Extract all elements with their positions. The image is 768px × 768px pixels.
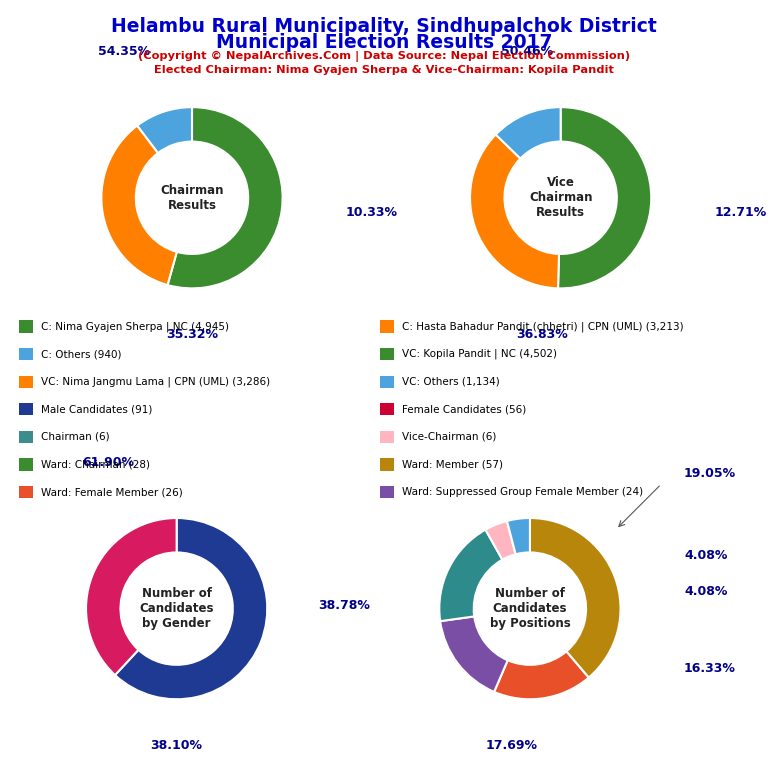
- Wedge shape: [101, 125, 177, 285]
- Text: 61.90%: 61.90%: [83, 456, 134, 469]
- Text: Ward: Female Member (26): Ward: Female Member (26): [41, 487, 183, 498]
- Text: 4.08%: 4.08%: [684, 549, 727, 562]
- Text: 17.69%: 17.69%: [486, 739, 538, 752]
- Text: Number of
Candidates
by Positions: Number of Candidates by Positions: [489, 588, 571, 630]
- Wedge shape: [495, 107, 561, 158]
- Text: 16.33%: 16.33%: [684, 662, 736, 675]
- Text: Vice-Chairman (6): Vice-Chairman (6): [402, 432, 496, 442]
- Text: Helambu Rural Municipality, Sindhupalchok District: Helambu Rural Municipality, Sindhupalcho…: [111, 17, 657, 36]
- Text: Number of
Candidates
by Gender: Number of Candidates by Gender: [139, 588, 214, 630]
- Wedge shape: [137, 107, 192, 153]
- Wedge shape: [439, 530, 502, 621]
- Wedge shape: [558, 107, 651, 288]
- Wedge shape: [440, 617, 508, 692]
- Text: Ward: Chairman (28): Ward: Chairman (28): [41, 459, 150, 470]
- Wedge shape: [507, 518, 530, 554]
- Wedge shape: [530, 518, 621, 677]
- Text: VC: Others (1,134): VC: Others (1,134): [402, 376, 499, 387]
- Wedge shape: [167, 107, 283, 288]
- Text: 10.33%: 10.33%: [346, 206, 398, 219]
- Text: 12.71%: 12.71%: [715, 206, 767, 219]
- Text: 36.83%: 36.83%: [517, 328, 568, 341]
- Wedge shape: [470, 134, 559, 288]
- Text: Ward: Member (57): Ward: Member (57): [402, 459, 503, 470]
- Text: Chairman
Results: Chairman Results: [161, 184, 223, 212]
- Wedge shape: [494, 651, 588, 699]
- Text: Vice
Chairman
Results: Vice Chairman Results: [529, 177, 592, 219]
- Wedge shape: [115, 518, 267, 699]
- Text: Chairman (6): Chairman (6): [41, 432, 109, 442]
- Text: 38.10%: 38.10%: [151, 739, 203, 752]
- Text: C: Nima Gyajen Sherpa | NC (4,945): C: Nima Gyajen Sherpa | NC (4,945): [41, 321, 229, 332]
- Text: C: Hasta Bahadur Pandit (chhetri) | CPN (UML) (3,213): C: Hasta Bahadur Pandit (chhetri) | CPN …: [402, 321, 684, 332]
- Text: 54.35%: 54.35%: [98, 45, 150, 58]
- Wedge shape: [485, 521, 515, 560]
- Text: 4.08%: 4.08%: [684, 585, 727, 598]
- Text: C: Others (940): C: Others (940): [41, 349, 121, 359]
- Text: 38.78%: 38.78%: [318, 598, 370, 611]
- Text: Elected Chairman: Nima Gyajen Sherpa & Vice-Chairman: Kopila Pandit: Elected Chairman: Nima Gyajen Sherpa & V…: [154, 65, 614, 74]
- Text: 35.32%: 35.32%: [166, 328, 218, 341]
- Text: 50.46%: 50.46%: [501, 45, 553, 58]
- Text: Municipal Election Results 2017: Municipal Election Results 2017: [216, 33, 552, 52]
- Text: VC: Kopila Pandit | NC (4,502): VC: Kopila Pandit | NC (4,502): [402, 349, 557, 359]
- Text: VC: Nima Jangmu Lama | CPN (UML) (3,286): VC: Nima Jangmu Lama | CPN (UML) (3,286): [41, 376, 270, 387]
- Text: Ward: Suppressed Group Female Member (24): Ward: Suppressed Group Female Member (24…: [402, 487, 643, 498]
- Text: Female Candidates (56): Female Candidates (56): [402, 404, 526, 415]
- Text: Male Candidates (91): Male Candidates (91): [41, 404, 152, 415]
- Wedge shape: [86, 518, 177, 675]
- Text: 19.05%: 19.05%: [684, 467, 736, 480]
- Text: (Copyright © NepalArchives.Com | Data Source: Nepal Election Commission): (Copyright © NepalArchives.Com | Data So…: [138, 51, 630, 61]
